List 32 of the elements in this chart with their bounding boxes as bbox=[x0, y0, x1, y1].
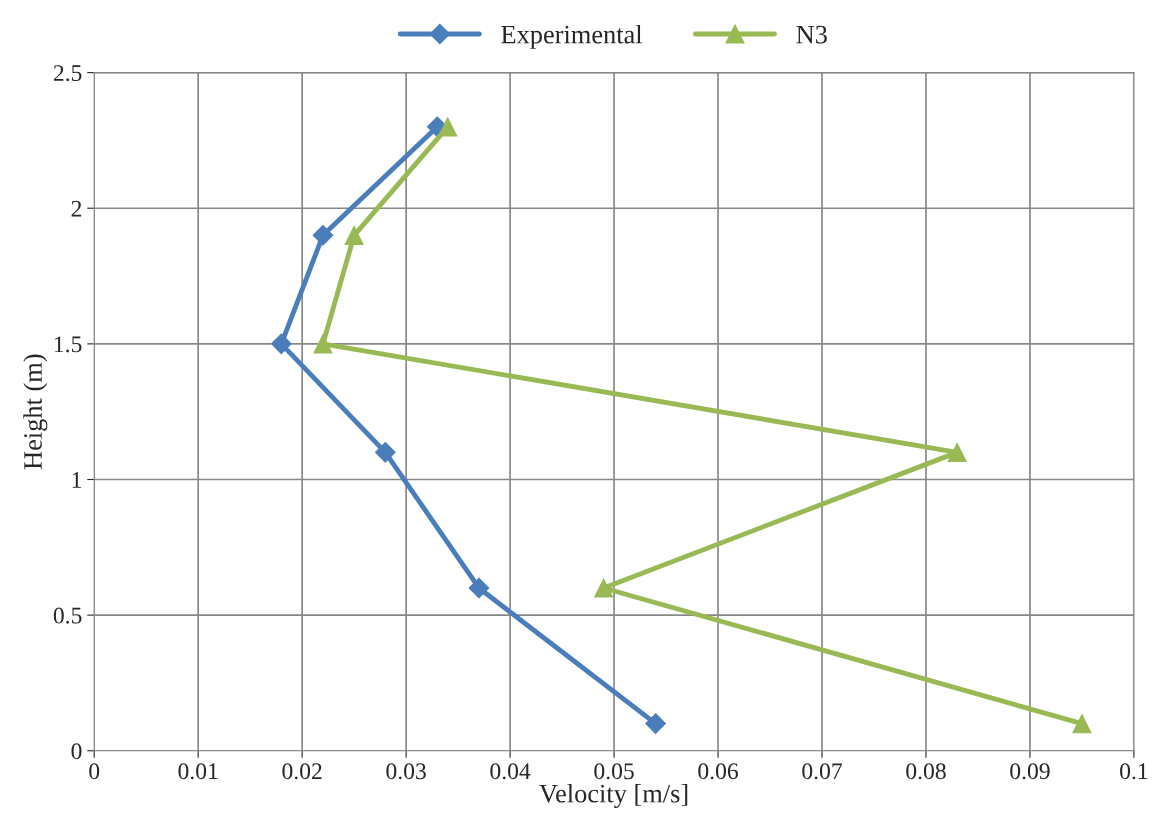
point bbox=[645, 713, 666, 734]
x-tick-label: 0.09 bbox=[1010, 763, 1050, 780]
y-tick-label: 1.5 bbox=[54, 336, 82, 353]
y-tick-label: 0 bbox=[71, 743, 82, 760]
x-tick-label: 0.1 bbox=[1120, 763, 1148, 780]
x-tick-label: 0.08 bbox=[906, 763, 946, 780]
point bbox=[438, 117, 458, 137]
legend-label: N3 bbox=[796, 25, 827, 44]
y-tick-label: 2.5 bbox=[53, 65, 82, 82]
point bbox=[344, 225, 364, 245]
x-tick-label: 0.04 bbox=[490, 763, 531, 780]
x-tick-label: 0.03 bbox=[386, 763, 426, 780]
point bbox=[468, 577, 490, 599]
y-tick-label: 1 bbox=[72, 472, 81, 488]
x-tick-label: 0.05 bbox=[594, 763, 634, 780]
legend-label: Experimental bbox=[501, 24, 643, 49]
point bbox=[1072, 714, 1092, 734]
y-axis-title: Height (m) bbox=[23, 354, 48, 470]
y-tick-label: 2 bbox=[71, 200, 82, 217]
x-tick-label: 0 bbox=[89, 763, 100, 780]
point bbox=[271, 333, 292, 355]
x-tick-label: 0.02 bbox=[282, 763, 322, 780]
x-tick-label: 0.07 bbox=[802, 763, 842, 780]
x-tick-label: 0.06 bbox=[698, 763, 738, 780]
point bbox=[594, 578, 614, 598]
y-tick-label: 0.5 bbox=[53, 607, 82, 624]
point bbox=[313, 334, 333, 354]
point bbox=[947, 442, 967, 462]
x-tick-label: 0.01 bbox=[178, 763, 218, 780]
point bbox=[312, 225, 334, 246]
point bbox=[374, 442, 396, 463]
x-axis-title: Velocity [m/s] bbox=[539, 783, 688, 808]
